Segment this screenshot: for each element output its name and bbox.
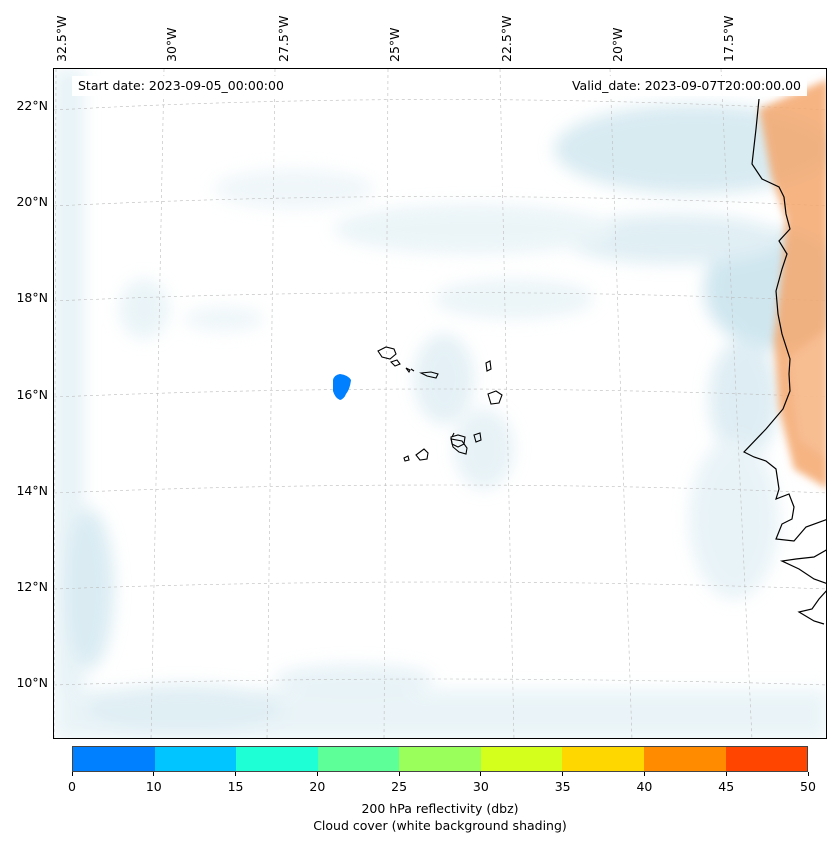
colorbar-tick-mark [480,772,482,776]
africa-warm-shading [759,79,826,488]
lon-label-17-5w: 17.5°W [721,15,736,62]
lat-label-22n: 22°N [16,98,48,113]
colorbar-tick-mark [807,772,809,776]
colorbar-tick-mark [562,772,564,776]
colorbar-tick-label: 10 [145,779,162,794]
map-area[interactable] [53,68,827,739]
colorbar-tick-mark [235,772,237,776]
cape-verde-islands [377,346,503,462]
colorbar-tick-label: 20 [309,779,326,794]
valid-date-label: Valid_date: 2023-09-07T20:00:00.00 [565,76,807,96]
graticule [54,69,826,738]
map-canvas [54,69,826,738]
lon-label-20w: 20°W [610,27,625,62]
colorbar-tick-mark [643,772,645,776]
colorbar-tick-mark [725,772,727,776]
lat-label-18n: 18°N [16,290,48,305]
lon-label-30w: 30°W [164,27,179,62]
colorbar-segment-5 [480,747,563,771]
colorbar-tick-label: 40 [636,779,653,794]
lat-label-10n: 10°N [16,675,48,690]
colorbar-segment-8 [725,747,808,771]
africa-coastline [743,98,826,625]
colorbar-tick-label: 30 [472,779,489,794]
colorbar-segment-3 [317,747,400,771]
colorbar-tick-mark [398,772,400,776]
colorbar-segment-2 [236,747,318,771]
colorbar-tick-mark [316,772,318,776]
colorbar-segment-4 [399,747,481,771]
colorbar-tick-label: 35 [554,779,571,794]
colorbar-segment-6 [562,747,644,771]
lat-label-12n: 12°N [16,579,48,594]
colorbar-tick-label: 50 [800,779,816,794]
colorbar-tick-mark [153,772,155,776]
lat-label-20n: 20°N [16,194,48,209]
colorbar-label: 200 hPa reflectivity (dbz) [361,801,519,816]
colorbar-tick-mark [71,772,73,776]
colorbar-segment-1 [154,747,237,771]
colorbar [72,746,808,772]
lat-label-14n: 14°N [16,483,48,498]
colorbar-tick-label: 15 [227,779,244,794]
reflectivity-blob [333,374,351,400]
lon-label-32-5w: 32.5°W [54,15,69,62]
cloud-cover-shading [54,69,826,738]
lon-label-27-5w: 27.5°W [276,15,291,62]
lon-label-25w: 25°W [387,27,402,62]
colorbar-tick-label: 0 [68,779,76,794]
colorbar-tick-label: 25 [391,779,408,794]
colorbar-segment-7 [643,747,726,771]
lat-label-16n: 16°N [16,387,48,402]
start-date-label: Start date: 2023-09-05_00:00:00 [72,76,290,96]
colorbar-tick-label: 45 [718,779,735,794]
colorbar-segment-0 [73,747,155,771]
colorbar-sublabel: Cloud cover (white background shading) [313,818,567,833]
lon-label-22-5w: 22.5°W [499,15,514,62]
